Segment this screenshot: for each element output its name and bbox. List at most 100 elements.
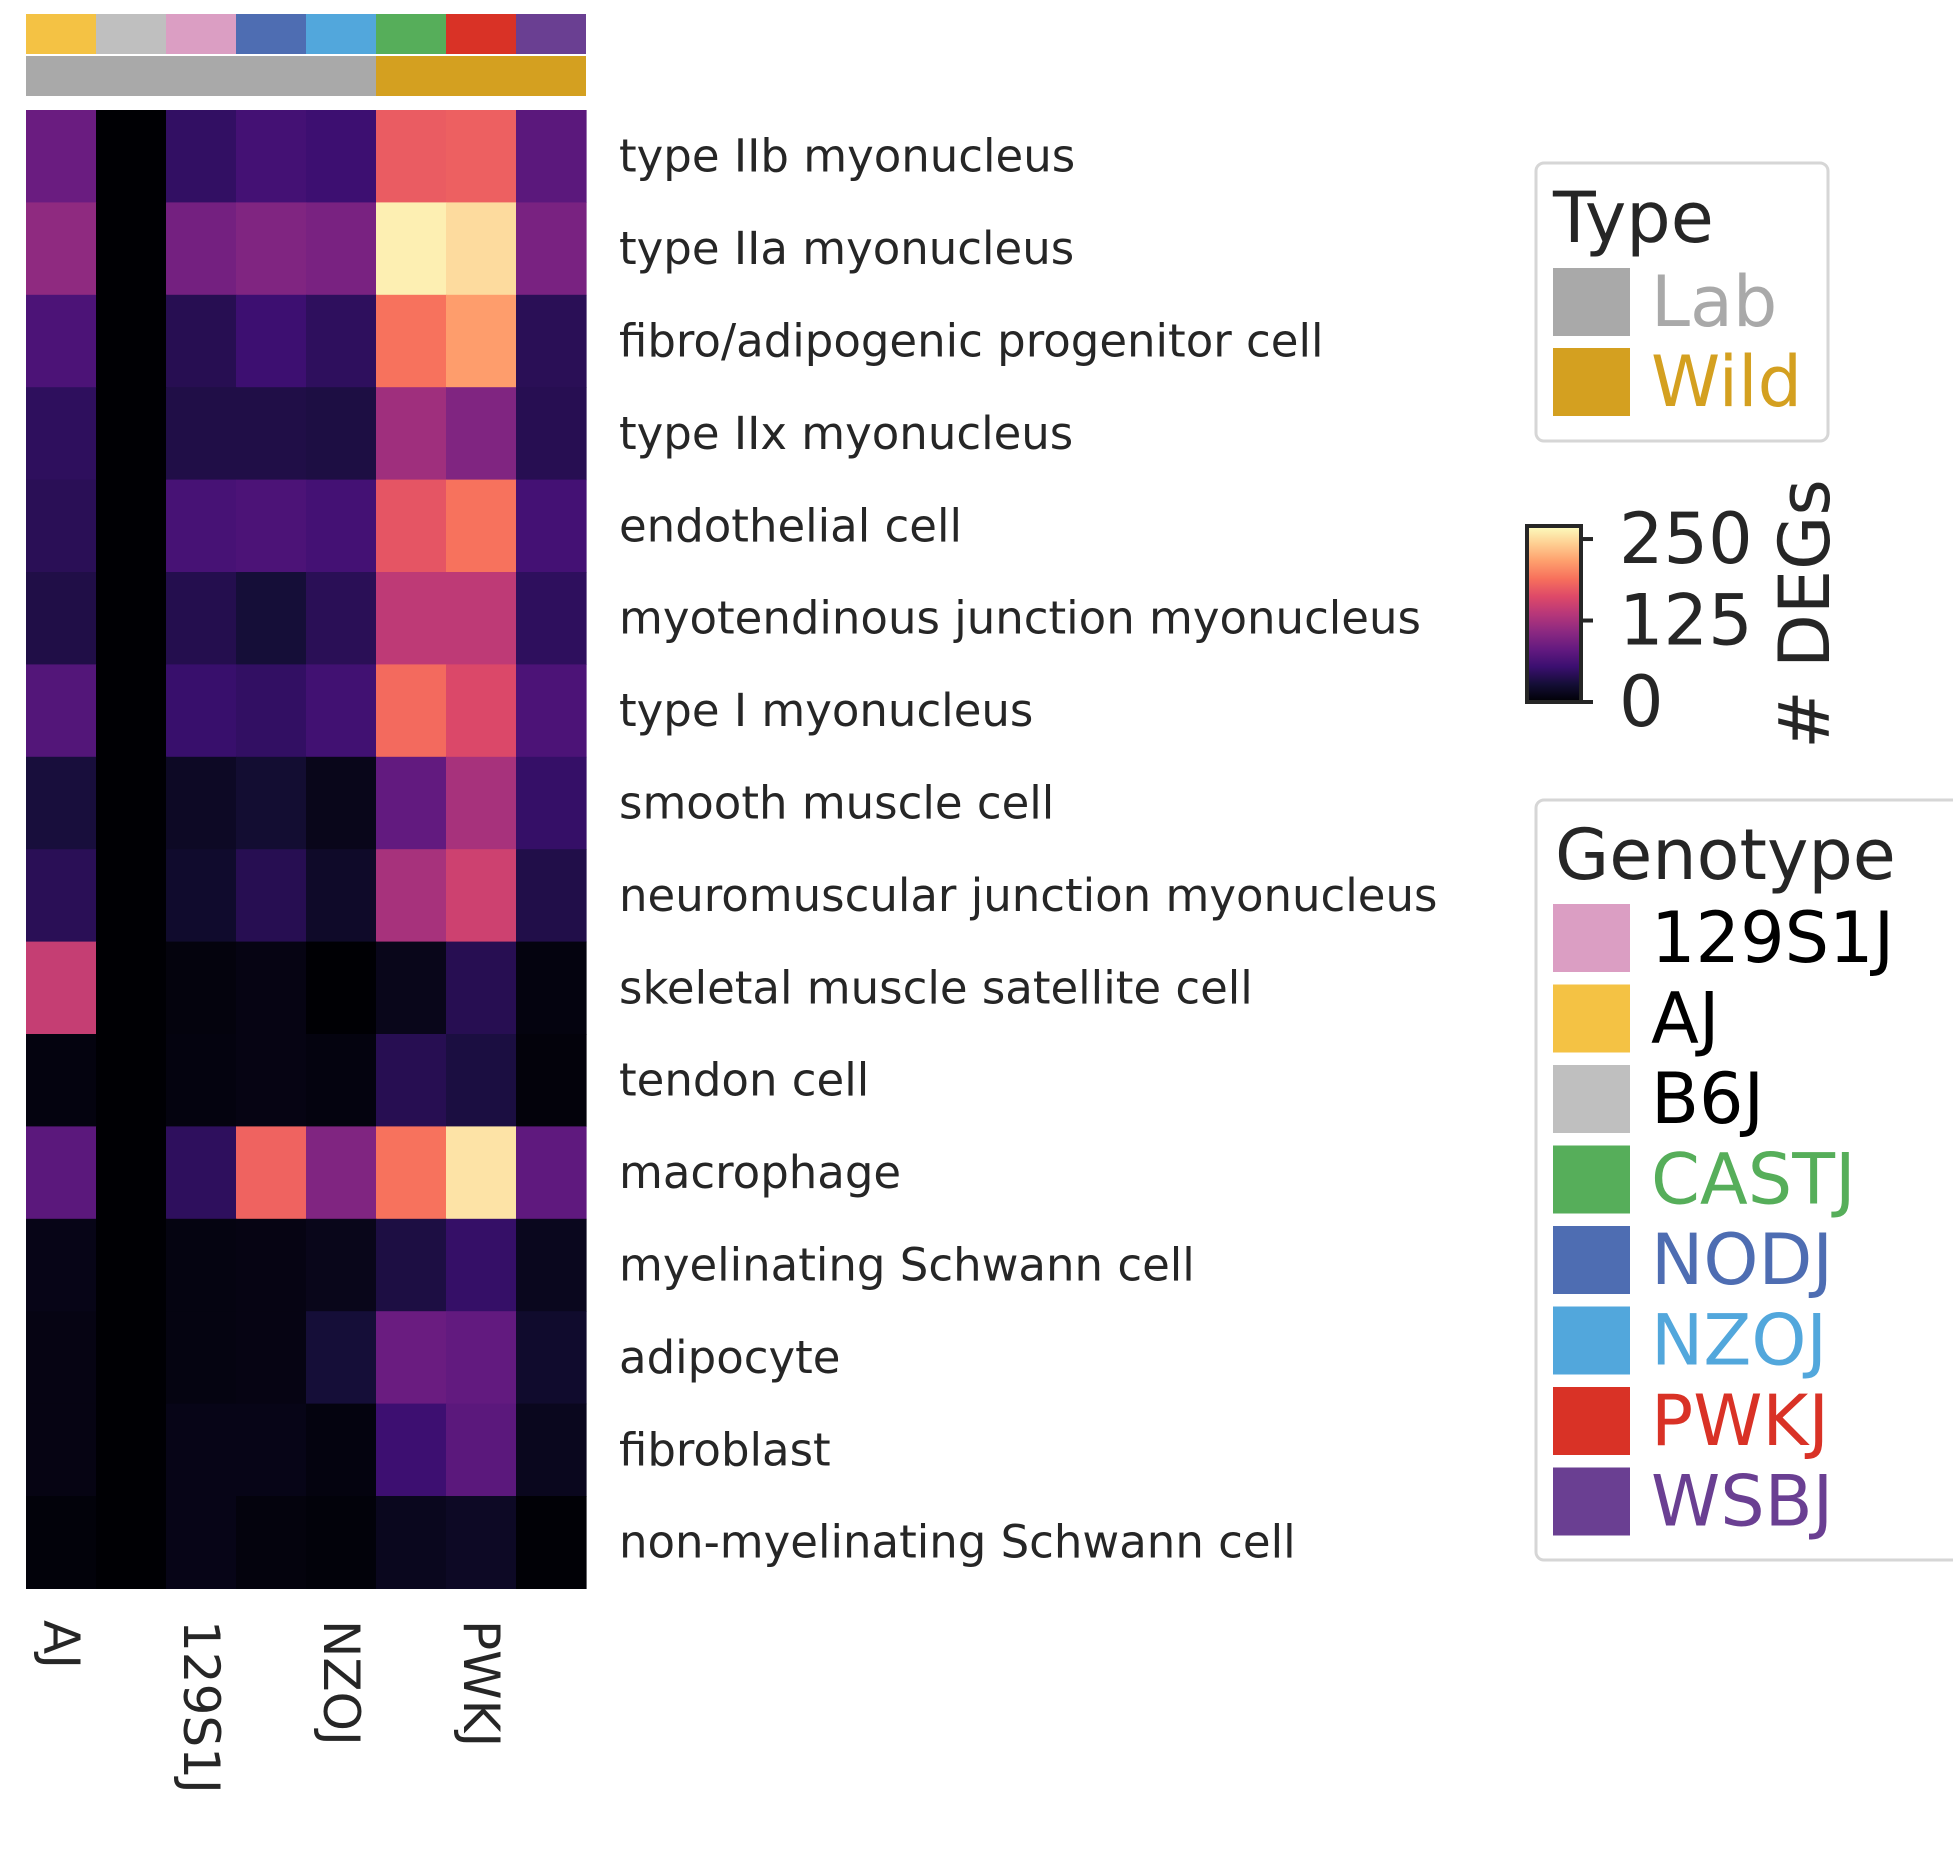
heatmap-cell [26,941,97,1035]
heatmap-cell [26,294,97,388]
heatmap-cell [376,387,447,481]
heatmap-cell [516,664,587,758]
heatmap-cell [236,479,307,573]
heatmap-cell [516,1311,587,1405]
heatmap-cell [26,387,97,481]
heatmap-cell [96,756,167,850]
heatmap-cell [96,664,167,758]
heatmap-cell [516,1403,587,1497]
genotype-legend-label-nodj: NODJ [1651,1219,1833,1301]
type-strip-aj [26,56,96,96]
genotype-legend-swatch-wsbj [1553,1467,1630,1536]
genotype-legend-swatch-129s1j [1553,904,1630,972]
column-tick-label: 129S1J [172,1620,230,1794]
heatmap-cell [376,664,447,758]
heatmap-cell [516,387,587,481]
type-legend-title: Type [1552,177,1714,259]
heatmap-cell [446,572,517,665]
heatmap-cell [26,479,97,573]
row-label: type IIx myonucleus [619,407,1073,460]
heatmap-cell [446,479,517,573]
heatmap-cell [96,387,167,481]
heatmap-cell [236,110,307,203]
heatmap-cell [376,849,447,943]
heatmap-cell [446,202,517,296]
column-tick-labels: AJ 129S1J NZOJ PWKJ [32,1620,510,1794]
column-tick-label: AJ [32,1620,90,1669]
heatmap-cell [446,1496,517,1589]
heatmap-cell [306,1496,377,1589]
heatmap-cell [306,1403,377,1497]
genotype-legend-frame [1534,798,1953,1562]
heatmap-cell [166,1126,237,1220]
genotype-legend-swatch-castj [1553,1145,1630,1214]
genotype-legend-swatch-b6j [1553,1065,1630,1133]
heatmap-cell [516,110,587,203]
row-label: tendon cell [619,1054,869,1107]
heatmap-cell [516,202,587,296]
heatmap-cell [306,756,377,850]
genotype-legend-swatch-aj [1553,984,1630,1053]
type-strip-pwkj [446,56,516,96]
heatmap-cell [236,1311,307,1405]
colorbar-tick-label: 250 [1619,498,1753,580]
heatmap-cell [166,387,237,481]
heatmap-cell [96,1496,167,1589]
heatmap-cell [516,756,587,850]
genotype-legend-label-129s1j: 129S1J [1651,897,1894,979]
heatmap-cell [236,387,307,481]
heatmap-cell [376,756,447,850]
row-label: type IIa myonucleus [619,222,1074,275]
heatmap-cell [376,1218,447,1312]
heatmap-cell [446,1311,517,1405]
heatmap-cell [26,572,97,665]
row-label: non-myelinating Schwann cell [619,1516,1296,1569]
type-legend-label-wild: Wild [1651,341,1802,423]
heatmap-cell [26,1311,97,1405]
row-label: skeletal muscle satellite cell [619,961,1253,1014]
row-label: myelinating Schwann cell [619,1239,1195,1292]
heatmap-cell [516,572,587,665]
genotype-strip-pwkj [446,14,516,54]
row-label: fibro/adipogenic progenitor cell [619,315,1323,368]
genotype-legend-label-nzoj: NZOJ [1651,1300,1827,1382]
colorbar-tick-label: 125 [1619,580,1753,662]
heatmap-cell [446,1034,517,1127]
heatmap-cell [306,941,377,1035]
heatmap-cell [166,479,237,573]
row-label: smooth muscle cell [619,777,1054,830]
heatmap-cell [446,110,517,203]
genotype-legend-swatch-pwkj [1553,1387,1630,1455]
heatmap-cell [446,1218,517,1312]
heatmap-cell [306,572,377,665]
heatmap-cell [26,1034,97,1127]
heatmap-cell [166,1496,237,1589]
heatmap-cell [236,941,307,1035]
heatmap-cell [26,1496,97,1589]
genotype-legend-swatch-nodj [1553,1226,1630,1294]
heatmap-cell [166,110,237,203]
heatmap-cell [236,756,307,850]
heatmap-cell [96,1034,167,1127]
genotype-strip-nzoj [306,14,376,54]
type-color-strip [26,56,586,96]
heatmap-cell [96,1403,167,1497]
heatmap-cell [96,572,167,665]
heatmap-cell [306,387,377,481]
heatmap-cell [166,1218,237,1312]
heatmap-cell [236,572,307,665]
genotype-legend-title: Genotype [1555,814,1896,896]
heatmap-cell [306,1311,377,1405]
genotype-strip-castj [376,14,446,54]
heatmap-cell [166,1403,237,1497]
heatmap-cell [446,849,517,943]
heatmap-cell [166,202,237,296]
heatmap-cell [306,1126,377,1220]
heatmap-cell [236,1126,307,1220]
heatmap-cell [96,479,167,573]
row-label: fibroblast [619,1423,831,1476]
row-label: endothelial cell [619,499,962,552]
